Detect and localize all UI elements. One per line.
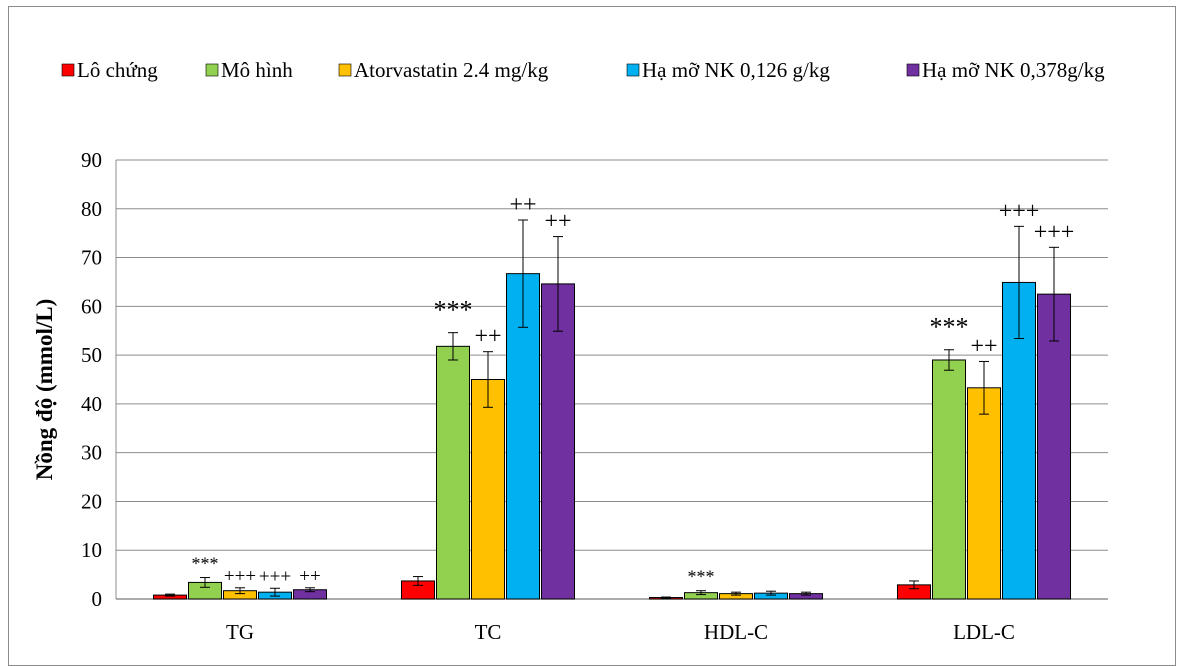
y-axis-ticks: 0 10 20 30 40 50 60 70 80 90 [81,148,102,611]
legend-item: Lô chứng [61,58,158,82]
significance-annotation: ++ [509,192,536,218]
y-tick-label: 90 [81,148,102,172]
error-bar [1014,225,1024,340]
bar-tc-3 [506,273,540,600]
error-bar [696,590,706,596]
y-tick-label: 70 [81,246,102,270]
significance-annotation: +++ [1034,219,1075,245]
legend-swatch [61,63,75,77]
significance-annotation: *** [434,296,473,325]
significance-annotation: +++ [999,198,1040,224]
significance-annotation: ++ [474,324,501,350]
error-bar [235,587,245,595]
category-label: TC [475,620,502,644]
y-tick-label: 60 [81,294,102,318]
legend-label: Lô chứng [77,58,158,82]
significance-annotation: +++ [259,566,291,587]
y-tick-label: 50 [81,343,102,367]
error-bar [483,351,493,408]
y-tick-label: 80 [81,197,102,221]
legend-swatch [205,63,219,77]
significance-annotation: ++ [299,566,320,587]
y-tick-label: 10 [81,538,102,562]
error-bar [979,360,989,415]
legend-label: Atorvastatin 2.4 mg/kg [354,58,549,82]
legend: Lô chứng Mô hình Atorvastatin 2.4 mg/kg Hạ … [61,58,1105,82]
error-bars [165,219,1059,599]
y-tick-label: 40 [81,392,102,416]
y-axis-title: Nồng độ (mmol/L) [32,299,57,480]
legend-label: Mô hình [221,58,293,82]
error-bar [661,596,671,599]
error-bar [909,580,919,590]
significance-annotation: *** [192,554,219,574]
category-label: TG [226,620,254,644]
y-tick-label: 30 [81,441,102,465]
y-tick-label: 20 [81,489,102,513]
legend-swatch [626,63,640,77]
error-bar [270,587,280,597]
bar-ldl-c-2 [967,387,1001,600]
error-bar [801,591,811,596]
x-axis-labels: TG TC HDL-C LDL-C [226,620,1015,644]
error-bar [413,576,423,586]
significance-annotation: *** [930,313,969,342]
legend-item: Mô hình [205,58,293,82]
legend-item: Hạ mỡ NK 0,126 g/kg [626,58,830,82]
category-label: LDL-C [953,620,1015,644]
error-bar [944,349,954,371]
error-bar [305,587,315,593]
category-label: HDL-C [704,620,768,644]
y-tick-label: 0 [92,587,103,611]
bar-tc-2 [471,379,505,600]
legend-swatch [906,63,920,77]
significance-annotations: ***+++ +++ ++***++++++******++++++++ [192,192,1075,587]
significance-annotation: +++ [224,566,256,587]
legend-swatch [338,63,352,77]
error-bar [553,236,563,332]
significance-annotation: ++ [544,209,571,235]
bar-ldl-c-1 [932,359,966,600]
legend-item: Atorvastatin 2.4 mg/kg [338,58,549,82]
legend-label: Hạ mỡ NK 0,378g/kg [922,58,1105,82]
bar-tc-1 [436,345,470,600]
legend-label: Hạ mỡ NK 0,126 g/kg [642,58,830,82]
error-bar [766,590,776,596]
error-bar [448,332,458,361]
significance-annotation: *** [688,567,715,587]
bar-chart: Lô chứng Mô hình Atorvastatin 2.4 mg/kg Hạ … [32,58,1108,644]
error-bar [1049,246,1059,342]
error-bar [518,219,528,328]
legend-item: Hạ mỡ NK 0,378g/kg [906,58,1105,82]
error-bar [165,593,175,597]
significance-annotation: ++ [970,333,997,359]
error-bar [200,577,210,588]
error-bar [731,591,741,596]
